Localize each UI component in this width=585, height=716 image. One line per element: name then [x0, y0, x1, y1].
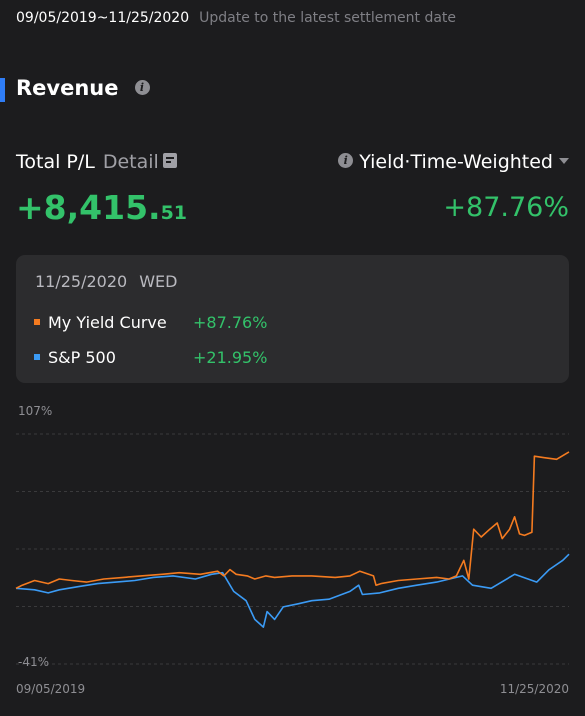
section-title: Revenue	[16, 76, 119, 100]
date-range-text: 09/05/2019~11/25/2020	[16, 10, 190, 26]
date-range: 09/05/2019~11/25/2020 Update to the lates…	[16, 10, 456, 26]
series-line-my-yield-curve	[15, 451, 570, 590]
tooltip-row-my-yield: My Yield Curve +87.76%	[34, 313, 334, 332]
detail-label: Detail	[102, 151, 159, 173]
chart-grid	[16, 433, 569, 665]
series-marker	[34, 318, 40, 325]
tooltip-date: 11/25/2020	[35, 272, 128, 291]
total-pl-row: Total P/L Detail	[16, 151, 177, 173]
yield-line-chart[interactable]: 107% -41% 09/05/2019 11/25/2020	[0, 398, 585, 698]
pl-value-main: +8,415.	[16, 188, 161, 227]
section-accent-bar	[0, 78, 5, 102]
chart-series	[15, 451, 570, 628]
yield-type-selector[interactable]: i Yield·Time-Weighted	[338, 151, 569, 173]
x-end-label: 11/25/2020	[500, 682, 569, 696]
series-value: +21.95%	[193, 348, 268, 367]
caret-down-icon	[559, 157, 569, 164]
series-name: My Yield Curve	[48, 313, 167, 332]
y-max-label: 107%	[18, 404, 52, 418]
yield-info-icon[interactable]: i	[338, 153, 354, 168]
yield-type-label: Yield·Time-Weighted	[359, 151, 553, 173]
x-start-label: 09/05/2019	[16, 682, 85, 696]
tooltip-day: WED	[139, 272, 178, 291]
tooltip-date-row: 11/25/2020 WED	[35, 272, 177, 291]
series-line-s-p-500	[15, 553, 570, 628]
series-value: +87.76%	[193, 313, 268, 332]
document-icon	[162, 153, 177, 168]
series-name: S&P 500	[48, 348, 116, 367]
section-header: Revenue i	[16, 76, 150, 100]
detail-link[interactable]: Detail	[103, 151, 177, 173]
chart-tooltip-card: 11/25/2020 WED My Yield Curve +87.76% S&P …	[16, 255, 569, 383]
total-pl-value: +8,415.51	[16, 188, 187, 227]
tooltip-row-sp500: S&P 500 +21.95%	[34, 348, 334, 367]
series-marker	[34, 353, 40, 360]
total-pl-label: Total P/L	[16, 151, 95, 173]
info-icon[interactable]: i	[134, 79, 150, 95]
settlement-note: Update to the latest settlement date	[199, 10, 457, 26]
yield-value: +87.76%	[443, 192, 569, 223]
y-min-label: -41%	[18, 655, 49, 669]
pl-value-decimals: 51	[160, 202, 188, 224]
